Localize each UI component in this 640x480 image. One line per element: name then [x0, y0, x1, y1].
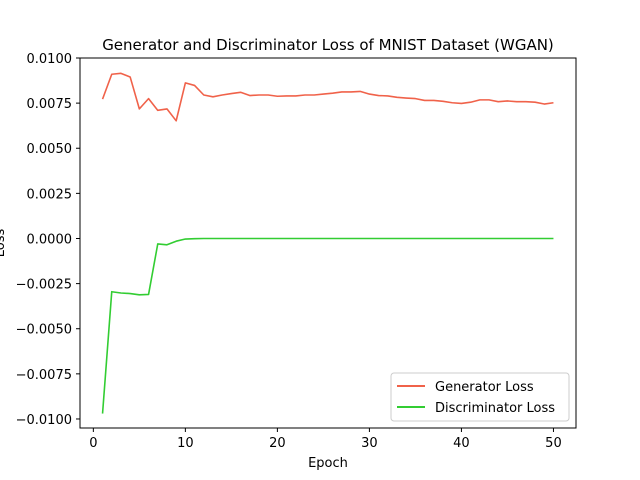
legend-box — [390, 372, 570, 422]
chart-title: Generator and Discriminator Loss of MNIS… — [102, 36, 554, 54]
plot-lines — [101, 72, 554, 414]
generator-loss-line — [101, 72, 554, 122]
y-tick-label: −0.0050 — [16, 323, 72, 338]
x-axis: 0 10 20 30 40 50 — [89, 428, 562, 451]
x-tick-label: 10 — [177, 436, 194, 451]
y-axis: −0.0100 −0.0075 −0.0050 −0.0025 0.0000 0.0025… — [16, 52, 80, 428]
y-tick-label: 0.0000 — [27, 232, 73, 247]
y-tick-label: −0.0075 — [16, 368, 72, 383]
y-tick-label: 0.0050 — [27, 142, 73, 157]
y-tick-label: 0.0025 — [27, 187, 73, 202]
x-tick-label: 0 — [89, 436, 97, 451]
y-tick-label: −0.0025 — [16, 278, 72, 293]
y-axis-label: Loss — [0, 229, 8, 258]
discriminator-loss-line — [101, 237, 554, 414]
legend: Generator Loss Discriminator Loss — [390, 372, 570, 422]
y-tick-label: 0.0100 — [27, 52, 73, 67]
x-tick-label: 30 — [361, 436, 378, 451]
y-tick-label: −0.0100 — [16, 413, 72, 428]
x-axis-label: Epoch — [308, 456, 348, 471]
x-tick-label: 40 — [453, 436, 470, 451]
plot-frame — [79, 57, 577, 429]
y-tick-label: 0.0075 — [27, 97, 73, 112]
x-tick-label: 50 — [545, 436, 562, 451]
legend-label-generator: Generator Loss — [435, 380, 534, 395]
legend-label-discriminator: Discriminator Loss — [435, 401, 555, 416]
x-tick-label: 20 — [269, 436, 286, 451]
